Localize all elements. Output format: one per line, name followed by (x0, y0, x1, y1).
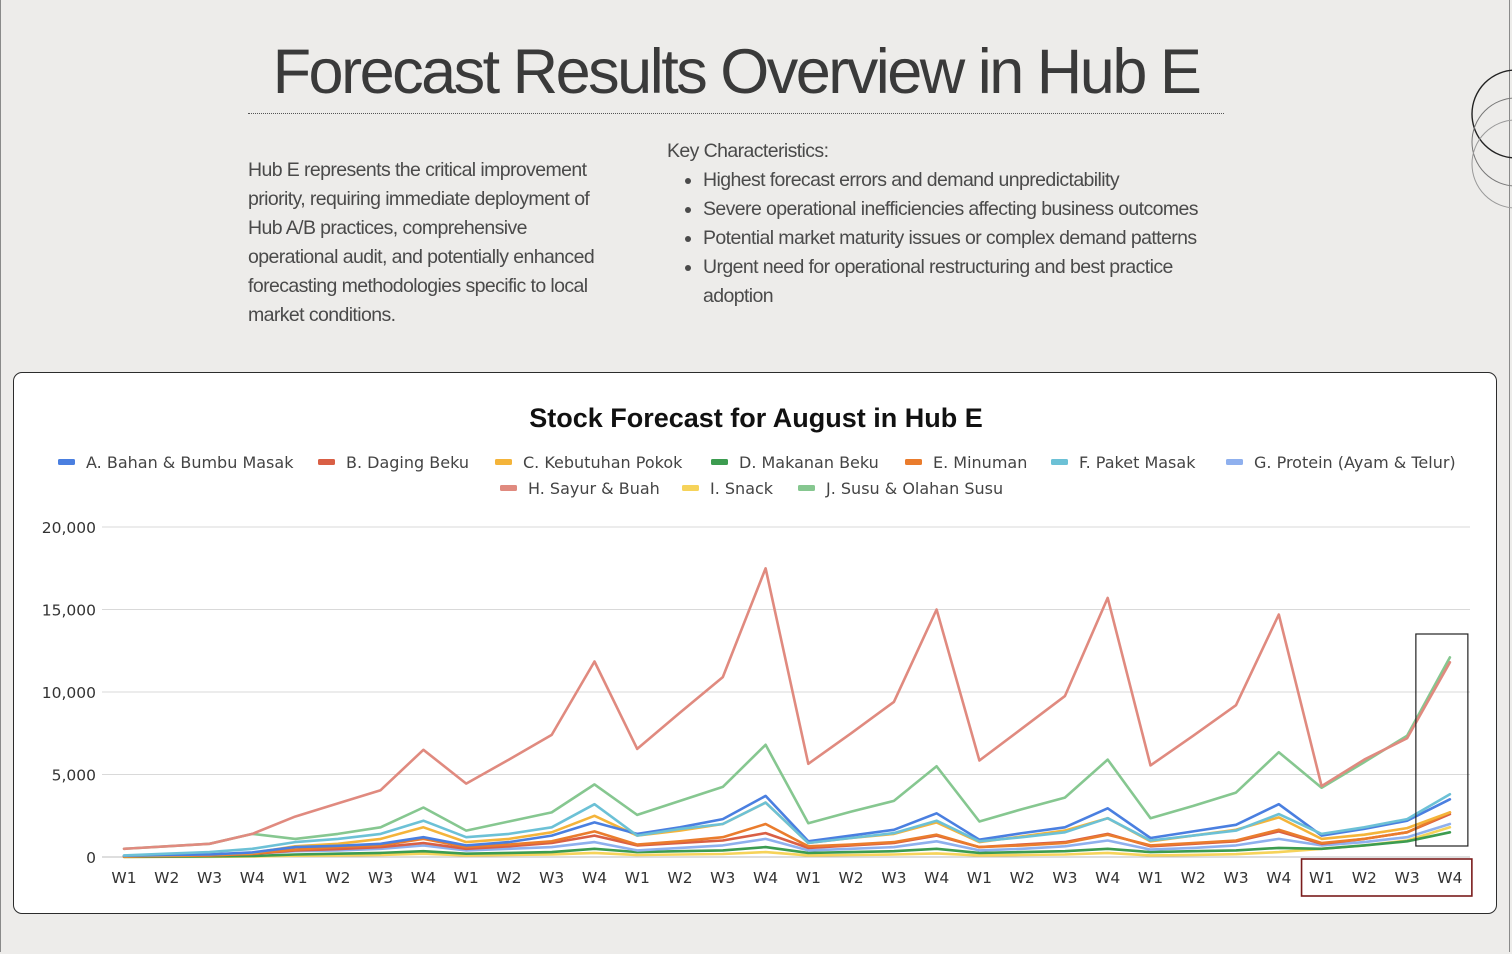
y-tick-label: 20,000 (42, 519, 96, 537)
series-line (122, 792, 1452, 857)
x-tick-label: W4 (582, 869, 607, 887)
key-characteristic-item: Urgent need for operational restructurin… (703, 253, 1237, 311)
x-tick-label: W3 (710, 869, 735, 887)
x-tick-label: W3 (1052, 869, 1077, 887)
line-chart: Stock Forecast for August in Hub E 0 5,00… (42, 403, 1473, 897)
key-characteristic-item: Highest forecast errors and demand unpre… (703, 166, 1237, 195)
x-tick-label: W2 (1181, 869, 1206, 887)
legend-swatch (905, 459, 922, 465)
key-characteristic-item: Severe operational inefficiencies affect… (703, 195, 1237, 224)
series-line (122, 656, 1452, 851)
x-tick-label: W3 (1223, 869, 1248, 887)
x-tick-label: W2 (838, 869, 863, 887)
x-tick-label: W1 (454, 869, 479, 887)
y-tick-label: 10,000 (42, 684, 96, 702)
x-tick-label: W2 (496, 869, 521, 887)
x-tick-label: W3 (539, 869, 564, 887)
chart-card: Stock Forecast for August in Hub E 0 5,00… (13, 372, 1497, 914)
legend-label: J. Susu & Olahan Susu (825, 479, 1003, 498)
x-tick-label: W1 (967, 869, 992, 887)
key-characteristics-heading: Key Characteristics: (667, 140, 829, 162)
legend-swatch (495, 459, 512, 465)
final-week-highlight (1415, 633, 1469, 847)
legend-swatch (798, 485, 815, 491)
title-divider (248, 113, 1224, 114)
x-tick-label: W1 (625, 869, 650, 887)
x-tick-label: W1 (282, 869, 307, 887)
y-tick-label: 15,000 (42, 602, 96, 620)
x-tick-label: W2 (667, 869, 692, 887)
x-tick-label: W3 (197, 869, 222, 887)
key-characteristics-list: Highest forecast errors and demand unpre… (667, 166, 1237, 311)
legend-label: H. Sayur & Buah (528, 479, 660, 498)
legend-swatch (711, 459, 728, 465)
x-tick-label: W2 (325, 869, 350, 887)
legend-label: G. Protein (Ayam & Telur) (1254, 453, 1456, 472)
x-tick-label: W2 (1352, 869, 1377, 887)
legend-swatch (1226, 459, 1243, 465)
legend-label: C. Kebutuhan Pokok (523, 453, 683, 472)
legend-swatch (58, 459, 75, 465)
forecast-weeks-highlight (1300, 858, 1473, 897)
series-line (122, 567, 1452, 851)
x-tick-label: W4 (1437, 869, 1462, 887)
x-tick-label: W4 (411, 869, 436, 887)
x-tick-label: W3 (881, 869, 906, 887)
summary-paragraph: Hub E represents the critical improvemen… (248, 159, 595, 326)
series-line (122, 794, 1452, 858)
legend-label: I. Snack (710, 479, 774, 498)
key-characteristic-item: Potential market maturity issues or comp… (703, 224, 1237, 253)
legend-swatch (318, 459, 335, 465)
x-tick-label: W2 (1010, 869, 1035, 887)
x-tick-label: W4 (1266, 869, 1291, 887)
x-tick-label: W1 (1138, 869, 1163, 887)
legend-swatch (500, 485, 517, 491)
x-tick-label: W4 (240, 869, 265, 887)
x-tick-label: W1 (1309, 869, 1334, 887)
decorative-circles (1470, 68, 1512, 212)
legend-label: F. Paket Masak (1079, 453, 1196, 472)
y-tick-label: 5,000 (52, 767, 96, 785)
legend-swatch (682, 485, 699, 491)
legend-label: E. Minuman (933, 453, 1027, 472)
series-line (122, 825, 1452, 859)
x-tick-label: W4 (924, 869, 949, 887)
x-tick-label: W1 (796, 869, 821, 887)
legend-label: A. Bahan & Bumbu Masak (86, 453, 294, 472)
series-line (122, 811, 1452, 858)
x-tick-label: W2 (154, 869, 179, 887)
legend-label: D. Makanan Beku (739, 453, 879, 472)
page-title: Forecast Results Overview in Hub E (272, 37, 1202, 107)
x-tick-label: W4 (1095, 869, 1120, 887)
chart-title: Stock Forecast for August in Hub E (529, 403, 983, 433)
series-line (122, 822, 1452, 858)
y-tick-label: 0 (86, 849, 96, 867)
x-tick-label: W3 (1395, 869, 1420, 887)
x-tick-label: W1 (111, 869, 136, 887)
legend-label: B. Daging Beku (346, 453, 469, 472)
x-tick-label: W3 (368, 869, 393, 887)
x-tick-label: W4 (753, 869, 778, 887)
legend-swatch (1051, 459, 1068, 465)
series-line (122, 830, 1452, 859)
